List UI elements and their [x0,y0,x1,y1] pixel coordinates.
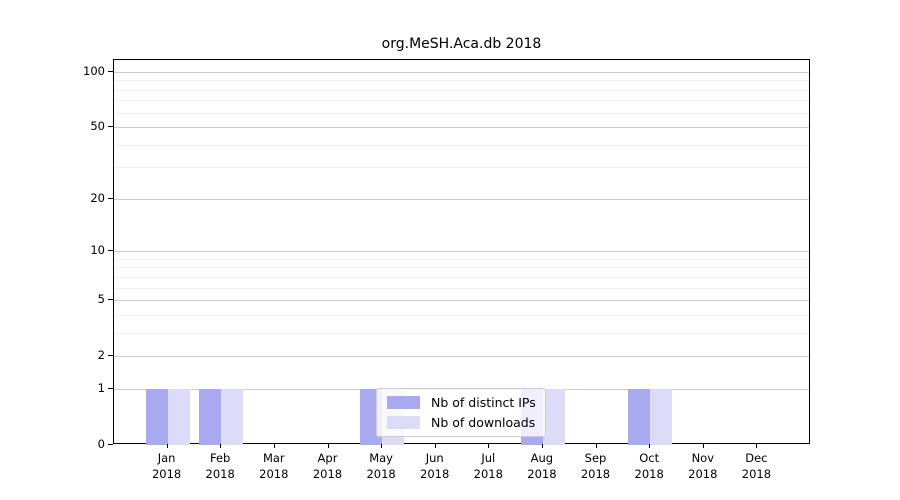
x-tick-jul [488,444,490,448]
x-tick-label-nov: Nov 2018 [688,451,718,481]
gridline-y-minor-80 [114,89,809,91]
x-tick-label-apr: Apr 2018 [312,451,343,481]
gridline-y-minor-30 [114,167,809,169]
x-tick-label-may: May 2018 [366,451,396,481]
y-tick-label-100: 100 [83,63,105,78]
y-tick-label-5: 5 [97,292,105,307]
y-tick-2 [108,355,113,357]
gridline-y-minor-7 [114,276,809,278]
x-tick-label-jan: Jan 2018 [151,451,182,481]
bar-downloads-feb [221,389,244,445]
gridline-y-minor-9 [114,258,809,260]
x-tick-nov [702,444,704,448]
gridline-y-minor-8 [114,267,809,269]
y-tick-10 [108,250,113,252]
gridline-y-minor-6 [114,287,809,289]
bar-distinct-ips-feb [199,389,222,445]
gridline-y-minor-90 [114,80,809,82]
y-tick-1 [108,388,113,389]
y-tick-label-2: 2 [97,348,105,363]
y-tick-label-0: 0 [97,437,105,451]
x-tick-sep [595,444,597,448]
y-tick-label-20: 20 [90,190,105,205]
gridline-y-2 [114,356,809,358]
gridline-y-20 [114,198,809,200]
gridline-y-minor-70 [114,100,809,102]
gridline-y-10 [114,251,809,253]
legend-item-downloads: Nb of downloads [387,415,537,430]
x-tick-label-mar: Mar 2018 [259,451,289,481]
gridline-y-5 [114,300,809,302]
y-tick-20 [108,197,113,199]
gridline-y-100 [114,71,809,73]
gridline-y-minor-3 [114,332,809,334]
legend-label-distinct-ips: Nb of distinct IPs [431,395,536,410]
legend-item-distinct-ips: Nb of distinct IPs [387,395,537,410]
x-tick-may [381,444,383,448]
gridline-y-50 [114,127,809,129]
x-tick-label-oct: Oct 2018 [634,451,664,481]
y-tick-0 [108,444,113,445]
gridline-y-minor-60 [114,112,809,114]
legend: Nb of distinct IPs Nb of downloads [376,388,546,437]
y-tick-label-1: 1 [97,381,105,395]
y-tick-5 [108,299,113,301]
y-tick-label-10: 10 [90,243,105,258]
x-tick-label-jul: Jul 2018 [473,451,503,481]
bar-distinct-ips-oct [628,389,651,445]
bar-downloads-aug [542,389,565,445]
bars-layer [114,60,809,445]
legend-swatch-downloads [387,416,420,429]
legend-swatch-distinct-ips [387,396,420,409]
y-tick-50 [108,126,113,128]
x-tick-feb [220,444,222,448]
x-tick-jan [166,444,168,448]
gridline-y-minor-4 [114,314,809,316]
x-tick-jun [434,444,436,448]
plot-area: Nb of distinct IPs Nb of downloads [113,59,810,445]
x-tick-label-jun: Jun 2018 [420,451,450,481]
x-tick-label-feb: Feb 2018 [205,451,235,481]
x-tick-apr [327,444,329,448]
x-tick-mar [273,444,275,448]
x-tick-oct [649,444,651,448]
y-tick-100 [108,70,113,72]
bar-downloads-oct [650,389,673,445]
x-tick-dec [756,444,758,448]
y-tick-label-50: 50 [90,119,105,134]
bar-downloads-jan [167,389,190,445]
bar-distinct-ips-jan [145,389,168,445]
legend-label-downloads: Nb of downloads [431,415,536,430]
x-tick-label-dec: Dec 2018 [741,451,772,481]
x-tick-aug [541,444,543,448]
chart-title: org.MeSH.Aca.db 2018 [381,36,542,52]
x-tick-label-aug: Aug 2018 [527,451,557,481]
gridline-y-minor-40 [114,144,809,146]
x-tick-label-sep: Sep 2018 [580,451,611,481]
